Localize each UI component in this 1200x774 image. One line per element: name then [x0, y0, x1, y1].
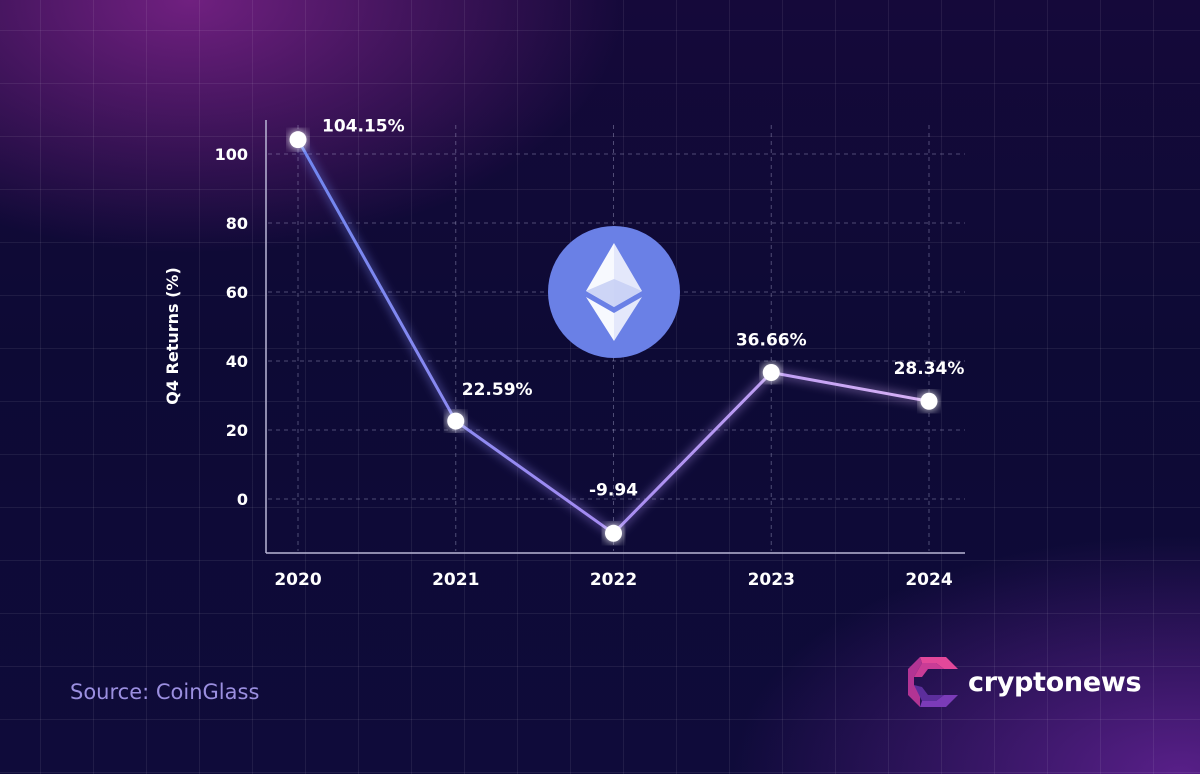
- data-label-2020: 104.15%: [322, 117, 405, 137]
- y-tick-label: 80: [226, 214, 248, 233]
- data-label-2021: 22.59%: [462, 380, 533, 400]
- cryptonews-logo-icon: [908, 657, 958, 707]
- data-point-2020: [289, 131, 307, 149]
- x-tick-label: 2023: [748, 570, 795, 590]
- ethereum-icon-lower-right: [614, 297, 642, 341]
- x-tick-label: 2021: [432, 570, 479, 590]
- ethereum-icon-middle: [586, 279, 642, 307]
- x-tick-labels: 2020 2021 2022 2023 2024: [274, 570, 952, 590]
- x-tick-label: 2022: [590, 570, 637, 590]
- data-point-2024: [920, 392, 938, 410]
- data-point-2021: [447, 412, 465, 430]
- y-tick-label: 100: [215, 145, 248, 164]
- data-label-2022: -9.94: [589, 480, 638, 500]
- y-tick-label: 60: [226, 283, 248, 302]
- x-tick-label: 2020: [274, 570, 321, 590]
- source-caption: Source: CoinGlass: [70, 680, 260, 704]
- brand-name: cryptonews: [968, 666, 1142, 698]
- data-point-2022: [605, 524, 622, 542]
- y-tick-label: 0: [237, 490, 248, 509]
- y-tick-labels: 0 20 40 60 80 100: [215, 145, 248, 509]
- chart-gridlines: [268, 125, 965, 551]
- data-point-2023: [762, 364, 780, 382]
- data-points: [289, 131, 938, 542]
- ethereum-icon-lower-left: [586, 297, 614, 341]
- y-axis-title: Q4 Returns (%): [163, 267, 182, 405]
- data-label-2023: 36.66%: [736, 331, 807, 351]
- y-tick-label: 20: [226, 421, 248, 440]
- data-label-2024: 28.34%: [894, 359, 965, 379]
- y-tick-label: 40: [226, 352, 248, 371]
- brand-logo[interactable]: cryptonews: [906, 655, 1142, 709]
- ethereum-icon: [548, 226, 680, 358]
- data-labels: 104.15% 22.59% -9.94 36.66% 28.34%: [322, 117, 964, 501]
- x-tick-label: 2024: [905, 570, 952, 590]
